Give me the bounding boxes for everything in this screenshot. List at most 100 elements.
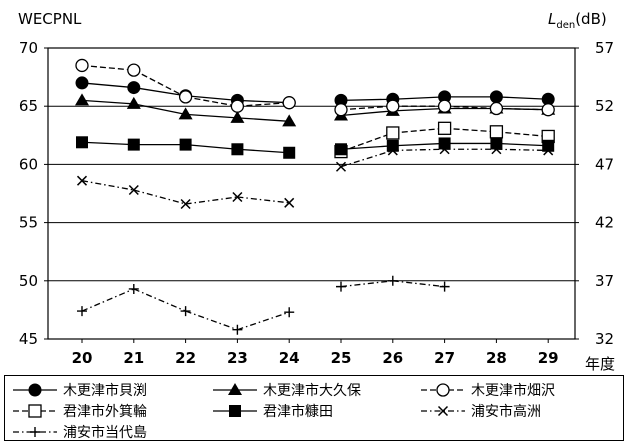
series-line-segment	[185, 113, 238, 119]
data-point	[335, 161, 347, 172]
series-line-segment	[340, 110, 393, 117]
legend: 木更津市貝渕 木更津市大久保 木更津市畑沢 君津市外箕輪 君津市糠田 浦安市高洲 浦安市当代…	[4, 375, 624, 441]
data-point	[230, 110, 245, 123]
series-6	[76, 144, 554, 210]
data-point	[179, 138, 192, 151]
data-point	[75, 76, 89, 90]
legend-label: 浦安市当代島	[63, 425, 147, 441]
legend-marker	[437, 405, 449, 417]
series-line-segment	[392, 96, 445, 100]
data-point	[386, 126, 400, 140]
legend-marker	[28, 404, 42, 418]
x-tick-label: 23	[227, 349, 248, 367]
series-line-segment	[81, 99, 134, 105]
data-point	[230, 99, 245, 113]
series-line-segment	[133, 189, 186, 205]
series-line-segment	[133, 103, 186, 115]
series-line-segment	[496, 96, 549, 100]
x-tick-label: 25	[331, 349, 352, 367]
data-point	[127, 81, 141, 95]
y-tick-label: 60	[19, 155, 38, 173]
legend-symbol	[421, 405, 465, 417]
data-point	[491, 144, 502, 155]
series-line-segment	[81, 288, 135, 312]
data-point	[127, 63, 141, 77]
legend-marker	[28, 383, 42, 397]
y-tick-label: 45	[19, 330, 38, 348]
data-point	[334, 103, 348, 117]
data-point	[77, 306, 87, 317]
series-line-segment	[496, 107, 549, 111]
y-axis-label-left: WECPNL	[18, 10, 82, 28]
series-2	[75, 93, 556, 127]
data-point	[541, 103, 555, 117]
data-point	[284, 197, 295, 208]
data-point	[127, 138, 140, 151]
series-line-segment	[340, 145, 393, 150]
data-point	[439, 144, 450, 155]
series-5	[76, 136, 555, 159]
x-tick-label: 21	[123, 349, 144, 367]
series-line-segment	[81, 141, 134, 146]
legend-item: 浦安市当代島	[11, 422, 147, 442]
data-point	[128, 283, 139, 294]
x-tick-label: 27	[434, 349, 455, 367]
series-line-segment	[185, 196, 238, 205]
legend-item: 君津市糠田	[211, 401, 333, 421]
y-axis-label-right-sub: den	[556, 20, 575, 31]
series-line-segment	[185, 143, 238, 150]
y-axis-label-right-unit: (dB)	[575, 10, 607, 28]
data-point	[282, 114, 297, 127]
data-point	[387, 145, 398, 156]
data-point	[335, 143, 347, 156]
y-right-tick-label: 47	[595, 155, 614, 173]
x-tick-label: 22	[175, 349, 196, 367]
data-point	[283, 146, 296, 159]
data-point	[232, 191, 243, 203]
series-1	[75, 76, 555, 110]
data-point	[543, 145, 554, 156]
legend-item: 浦安市高洲	[419, 401, 541, 421]
legend-label: 木更津市大久保	[263, 383, 361, 399]
legend-symbol	[13, 383, 57, 397]
series-line-segment	[496, 148, 549, 152]
legend-symbol	[13, 427, 57, 437]
data-point	[284, 307, 295, 318]
series-line-segment	[444, 127, 497, 133]
legend-label: 君津市糠田	[263, 404, 333, 420]
data-point	[489, 125, 504, 139]
y-right-tick-label: 32	[595, 330, 614, 348]
y-right-tick-label: 37	[595, 272, 614, 290]
data-point	[437, 99, 452, 113]
x-axis-suffix: 年度	[585, 355, 615, 373]
legend-item: 君津市外箕輪	[11, 401, 147, 421]
legend-label: 君津市外箕輪	[63, 404, 147, 420]
y-tick-label: 50	[19, 272, 38, 290]
data-point	[231, 143, 244, 156]
series-line-segment	[237, 196, 290, 204]
legend-symbol	[213, 405, 257, 417]
series-line-segment	[392, 142, 445, 147]
series-3	[75, 58, 555, 117]
series-line-segment	[392, 280, 445, 288]
series-line-segment	[496, 142, 549, 147]
series-line-segment	[496, 131, 549, 138]
y-right-tick-label: 42	[595, 214, 614, 232]
legend-symbol	[421, 383, 465, 397]
plot-frame	[47, 47, 576, 340]
data-point	[128, 184, 139, 196]
x-tick-label: 20	[72, 349, 93, 367]
series-line-segment	[81, 180, 134, 191]
legend-label: 木更津市貝渕	[63, 383, 147, 399]
data-point	[232, 324, 243, 335]
series-line-segment	[392, 127, 445, 134]
series-line-segment	[340, 98, 393, 102]
legend-symbol	[13, 404, 57, 418]
data-point	[75, 93, 89, 106]
legend-marker	[229, 405, 241, 417]
x-tick-label: 26	[382, 349, 403, 367]
series-line-segment	[81, 64, 134, 71]
y-axis-label-right-main: L	[548, 10, 556, 28]
data-point	[336, 281, 346, 292]
data-point	[75, 58, 89, 73]
